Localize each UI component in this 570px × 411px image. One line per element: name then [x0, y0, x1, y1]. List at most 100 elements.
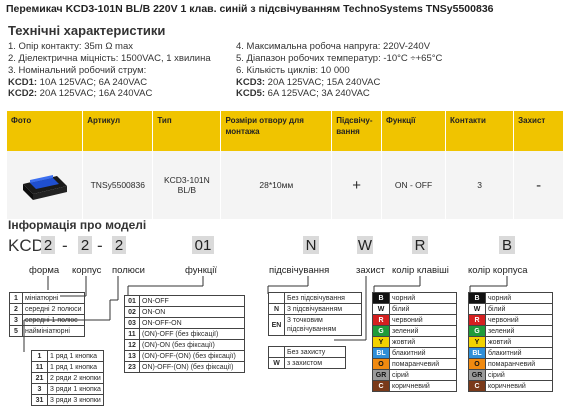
label-key-color: колір клавіші	[392, 265, 449, 276]
spec-kcd3: KCD3: 20A 125VAC; 15A 240VAC	[236, 77, 380, 88]
poles-desc: 3 ряди 3 кнопки	[47, 394, 104, 406]
body-color-name: зелений	[485, 325, 553, 337]
header-contacts: Контакти	[445, 111, 515, 151]
spec-line-3: 3. Номінальний робочий струм:	[8, 65, 147, 76]
backlight-desc: Без підсвічування	[284, 292, 362, 304]
code-functions: 01	[192, 236, 214, 254]
function-desc: (ON)-OFF-(ON) (без фіксації)	[139, 350, 245, 362]
table-row: GR сірий	[372, 369, 457, 381]
poles-code: 3	[31, 383, 48, 395]
body-color-name: коричневий	[485, 380, 553, 392]
body-color-name: блакитний	[485, 347, 553, 359]
table-row: BL блакитний	[468, 347, 553, 359]
table-row: 2 середні 2 полюси	[9, 303, 85, 315]
body-color-name: червоний	[485, 314, 553, 326]
table-row: 23 ON)-OFF-(ON) (без фіксації)	[124, 361, 245, 373]
spec-kcd2-value: 20A 125VAC; 16A 240VAC	[37, 88, 153, 99]
code-dash-2: -	[97, 236, 103, 255]
header-protection: Захист	[513, 111, 563, 151]
product-title: Перемикач KCD3-101N BL/B 220V 1 клав. си…	[6, 3, 494, 15]
poles-desc: 2 ряди 2 кнопки	[47, 372, 104, 384]
function-code: 02	[124, 306, 140, 318]
body-color-code: W	[468, 303, 486, 315]
code-key-color: R	[412, 236, 428, 254]
product-table-header: Фото Артикул Тип Розміри отвору для монт…	[7, 111, 563, 151]
key-color-name: зелений	[389, 325, 457, 337]
table-row: 31 3 ряди 3 кнопки	[31, 394, 104, 406]
spec-kcd1-key: KCD1:	[8, 77, 38, 88]
key-color-name: білий	[389, 303, 457, 315]
function-code: 01	[124, 295, 140, 307]
spec-line-2: 2. Діелектрична міцність: 1500VAC, 1 хви…	[8, 53, 211, 64]
form-table: 1 мініатюрні 2 середні 2 полюси 3 середні 1…	[9, 292, 85, 337]
label-form: форма	[29, 265, 60, 276]
header-functions: Функції	[381, 111, 447, 151]
code-prefix: KCD	[8, 236, 44, 255]
backlight-code	[268, 292, 285, 304]
function-desc: ON-OFF-ON	[139, 317, 245, 329]
function-code: 13	[124, 350, 140, 362]
key-color-name: коричневий	[389, 380, 457, 392]
table-row: Без підсвічування	[268, 292, 362, 304]
protection-desc: з захистом	[284, 357, 346, 369]
key-color-code: R	[372, 314, 390, 326]
key-color-name: помаранчевий	[389, 358, 457, 370]
key-color-code: BL	[372, 347, 390, 359]
function-desc: ON)-OFF-(ON) (без фіксації)	[139, 361, 245, 373]
spec-heading: Технічні характеристики	[8, 23, 166, 38]
backlight-desc: 3 точковим підсвічуванням	[284, 314, 362, 336]
table-row: 11 (ON)-OFF (без фіксації)	[124, 328, 245, 340]
poles-desc: 1 ряд 1 кнопка	[47, 361, 104, 373]
spec-kcd5-value: 6A 125VAC; 3A 240VAC	[265, 88, 370, 99]
cell-hole-size: 28*10мм	[220, 151, 333, 219]
code-dash-1: -	[62, 236, 68, 255]
code-backlight: N	[303, 236, 319, 254]
table-row: 3 середні 1 полюс	[9, 314, 85, 326]
label-body: корпус	[72, 265, 102, 276]
cell-contacts: 3	[445, 151, 515, 219]
table-row: 01 ON-OFF	[124, 295, 245, 307]
table-row: 5 наймініатюрні	[9, 325, 85, 337]
code-poles: 2	[112, 236, 126, 254]
function-code: 11	[124, 328, 140, 340]
table-row: 1 мініатюрні	[9, 292, 85, 304]
spec-kcd5-key: KCD5:	[236, 88, 266, 99]
function-desc: ON-ON	[139, 306, 245, 318]
body-color-code: GR	[468, 369, 486, 381]
body-color-name: сірий	[485, 369, 553, 381]
spec-kcd2: KCD2: 20A 125VAC; 16A 240VAC	[8, 88, 152, 99]
spec-kcd1: KCD1: 10A 125VAC; 6A 240VAC	[8, 77, 147, 88]
label-poles: полюси	[112, 265, 145, 276]
code-protection: W	[357, 236, 373, 254]
label-protection: захист	[356, 265, 385, 276]
model-info-heading: Інформація про моделі	[8, 218, 147, 232]
table-row: Без захисту	[268, 346, 346, 358]
cell-article: TNSy5500836	[82, 151, 154, 219]
form-code: 3	[9, 314, 23, 326]
form-desc: наймініатюрні	[22, 325, 85, 337]
code-form: 2	[41, 236, 55, 254]
poles-code: 1	[31, 350, 48, 362]
table-row: 21 2 ряди 2 кнопки	[31, 372, 104, 384]
backlight-desc: 3 підсвічуванням	[284, 303, 362, 315]
function-desc: (ON)-OFF (без фіксації)	[139, 328, 245, 340]
form-code: 5	[9, 325, 23, 337]
product-table: Фото Артикул Тип Розміри отвору для монт…	[7, 111, 563, 219]
body-color-code: BL	[468, 347, 486, 359]
body-color-code: R	[468, 314, 486, 326]
function-code: 03	[124, 317, 140, 329]
body-color-name: білий	[485, 303, 553, 315]
